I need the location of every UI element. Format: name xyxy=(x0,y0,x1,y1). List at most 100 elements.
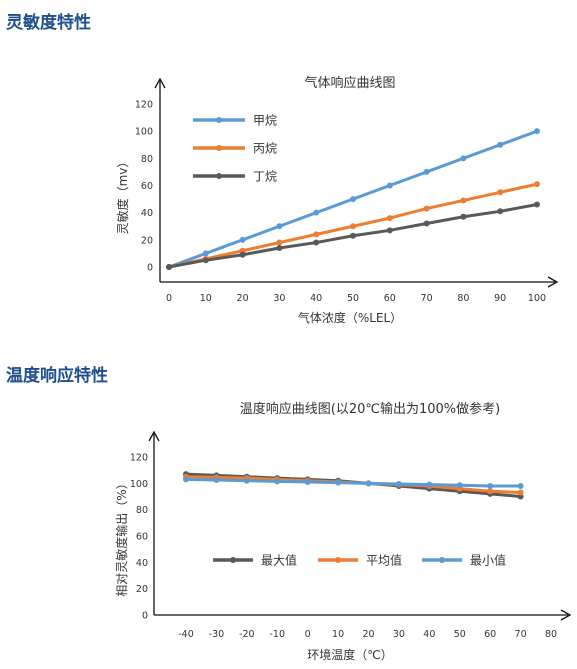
y-tick-label: 20 xyxy=(136,584,148,595)
x-tick-label: 100 xyxy=(528,293,546,304)
y-tick-label: 60 xyxy=(136,532,148,543)
y-tick-label: 40 xyxy=(136,558,148,569)
data-point xyxy=(350,232,356,239)
data-point xyxy=(534,128,540,135)
chart-title: 温度响应曲线图(以20℃输出为100%做参考) xyxy=(240,401,500,417)
x-tick-label: 60 xyxy=(384,293,396,304)
x-tick-label: 80 xyxy=(545,629,557,640)
data-point xyxy=(304,479,311,486)
legend-label: 甲烷 xyxy=(253,114,277,128)
x-axis-arrow xyxy=(560,609,572,621)
data-point xyxy=(313,209,320,216)
y-tick-label: 100 xyxy=(135,127,153,138)
x-tick-label: 40 xyxy=(310,293,322,304)
y-tick-label: 80 xyxy=(136,505,148,516)
legend-entry: 甲烷 xyxy=(193,114,277,128)
y-axis-label: 相对灵敏度输出（%） xyxy=(114,477,129,596)
y-axis-arrow xyxy=(154,77,166,89)
y-axis-label: 灵敏度（mv） xyxy=(115,156,130,235)
x-tick-label: 70 xyxy=(421,293,433,304)
data-point xyxy=(213,477,220,484)
data-point xyxy=(423,205,430,212)
data-point xyxy=(239,236,246,243)
legend-entry: 丙烷 xyxy=(193,142,277,156)
legend-entry: 平均值 xyxy=(318,553,402,568)
data-point xyxy=(460,197,467,204)
data-point xyxy=(183,476,189,483)
y-tick-label: 0 xyxy=(142,611,148,622)
x-tick-label: 70 xyxy=(515,629,527,640)
x-tick-label: 80 xyxy=(457,293,469,304)
y-tick-label: 80 xyxy=(141,154,153,165)
x-tick-label: 10 xyxy=(200,293,212,304)
section-title-temperature: 温度响应特性 xyxy=(6,366,108,386)
y-tick-label: 100 xyxy=(130,479,148,490)
chart-2: 温度响应曲线图(以20℃输出为100%做参考) -40 -30 -20 -10 0 10 20… xyxy=(114,401,572,662)
data-point xyxy=(395,480,402,487)
x-tick-label: 0 xyxy=(166,293,172,304)
series-丁烷 xyxy=(166,201,540,270)
data-point xyxy=(313,239,320,246)
data-point xyxy=(487,482,494,489)
data-point xyxy=(274,478,281,485)
data-point xyxy=(423,168,430,175)
data-point xyxy=(202,250,209,257)
data-point xyxy=(497,189,504,196)
legend-swatch-marker xyxy=(216,145,222,151)
x-tick-label: 20 xyxy=(237,293,249,304)
data-point xyxy=(239,251,246,258)
legend-swatch-marker xyxy=(335,557,341,563)
data-point xyxy=(350,223,356,230)
legend-entry: 最大值 xyxy=(213,553,297,568)
x-tick-label: 90 xyxy=(494,293,506,304)
y-tick-label: 40 xyxy=(141,208,153,219)
x-tick-label: -40 xyxy=(178,629,194,640)
data-point xyxy=(497,208,504,215)
legend-label: 最小值 xyxy=(470,553,506,568)
data-point xyxy=(386,182,393,189)
legend-swatch-marker xyxy=(439,557,445,563)
data-point xyxy=(460,213,467,220)
chart-1: 气体响应曲线图 0 10 20 30 40 50 60 70 80 90 100 0 20 40 60 80 10… xyxy=(115,75,559,325)
data-point xyxy=(386,215,393,222)
x-tick-label: -30 xyxy=(209,629,225,640)
data-point xyxy=(517,482,524,489)
x-tick-label: 0 xyxy=(305,629,311,640)
legend-label: 丁烷 xyxy=(253,170,277,184)
x-tick-label: 50 xyxy=(454,629,466,640)
data-point xyxy=(276,223,283,230)
x-tick-label: -10 xyxy=(269,629,285,640)
data-point xyxy=(202,257,209,264)
series-甲烷 xyxy=(166,128,540,270)
data-point xyxy=(365,480,372,487)
y-tick-label: 120 xyxy=(130,453,148,464)
series-line xyxy=(185,477,521,488)
data-point xyxy=(166,264,172,270)
x-tick-label: 40 xyxy=(423,629,435,640)
legend-swatch-marker xyxy=(216,117,222,123)
x-tick-label: 50 xyxy=(347,293,359,304)
data-point xyxy=(335,479,342,486)
legend-label: 丙烷 xyxy=(253,142,277,156)
y-tick-label: 20 xyxy=(141,235,153,246)
data-point xyxy=(497,141,504,148)
x-axis-label: 环境温度（℃） xyxy=(307,647,392,662)
data-point xyxy=(350,196,356,203)
legend-label: 最大值 xyxy=(261,553,297,568)
legend-swatch-marker xyxy=(230,557,236,563)
legend-entry: 最小值 xyxy=(422,553,506,568)
y-axis-arrow xyxy=(148,430,160,442)
data-point xyxy=(276,244,283,251)
legend-label: 平均值 xyxy=(366,553,402,568)
series-最小值 xyxy=(183,476,524,489)
chart-title: 气体响应曲线图 xyxy=(304,75,395,91)
y-tick-label: 60 xyxy=(141,181,153,192)
y-tick-label: 0 xyxy=(147,263,153,274)
data-point xyxy=(386,227,393,234)
data-point xyxy=(534,201,540,208)
x-tick-label: -20 xyxy=(239,629,255,640)
x-axis-arrow xyxy=(547,276,559,288)
x-tick-label: 30 xyxy=(273,293,285,304)
data-point xyxy=(243,477,250,484)
